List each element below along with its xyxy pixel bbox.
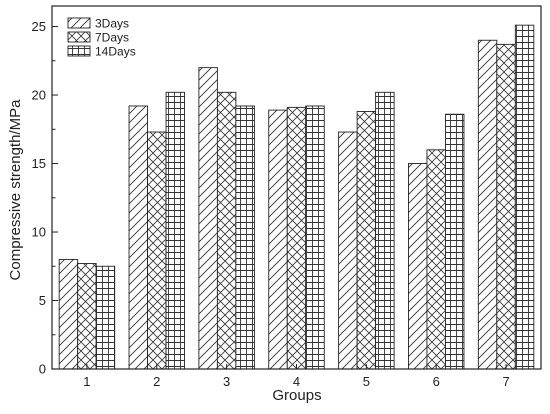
x-tick-label: 7 [502, 374, 509, 389]
legend-label-14days: 14Days [95, 45, 136, 59]
legend-swatch-14days [67, 45, 91, 57]
x-tick-label: 5 [363, 374, 370, 389]
bar-3days-group-7 [477, 39, 498, 370]
y-tick-label: 20 [32, 88, 46, 103]
bar-3days-group-2 [128, 105, 148, 370]
bar-7days-group-3 [216, 91, 237, 370]
y-tick-label: 10 [32, 225, 46, 240]
axis-layer: 0 5 10 15 20 25 1 2 3 4 5 6 7 [32, 19, 510, 389]
bar-7days-group-2 [147, 131, 167, 370]
legend-label-7days: 7Days [95, 31, 129, 45]
bar-7days-group-7 [496, 43, 516, 370]
y-tick-label: 0 [39, 362, 46, 377]
y-tick-label: 25 [32, 19, 46, 34]
bar-3days-group-1 [58, 258, 79, 370]
x-tick-label: 2 [153, 374, 160, 389]
bar-7days-group-5 [356, 111, 377, 370]
bar-14days-group-3 [235, 105, 255, 370]
bar-14days-group-2 [165, 91, 185, 370]
bar-7days-group-4 [286, 106, 307, 370]
y-tick-label: 5 [39, 293, 46, 308]
x-tick-label: 3 [223, 374, 230, 389]
bar-7days-group-6 [426, 149, 446, 370]
x-tick-label: 6 [433, 374, 440, 389]
bar-14days-group-1 [95, 265, 116, 370]
x-axis-title: Groups [272, 387, 321, 404]
legend-swatch-7days [67, 31, 91, 43]
bar-3days-group-3 [198, 67, 218, 370]
bar-14days-group-7 [514, 24, 535, 370]
x-tick-label: 1 [83, 374, 90, 389]
bar-3days-group-5 [338, 131, 358, 370]
y-tick-label: 15 [32, 156, 46, 171]
y-axis-title: Compressive strength/MPa [7, 99, 24, 281]
bar-3days-group-4 [268, 109, 288, 370]
bar-14days-group-5 [375, 91, 395, 370]
bar-14days-group-6 [445, 113, 465, 370]
bars-layer [58, 24, 535, 370]
bar-14days-group-4 [305, 105, 325, 370]
x-tick-label: 4 [293, 374, 300, 389]
legend-label-3days: 3Days [95, 17, 129, 31]
bar-3days-group-6 [408, 163, 428, 370]
legend-swatch-3days [67, 17, 91, 29]
bar-7days-group-1 [77, 263, 97, 370]
